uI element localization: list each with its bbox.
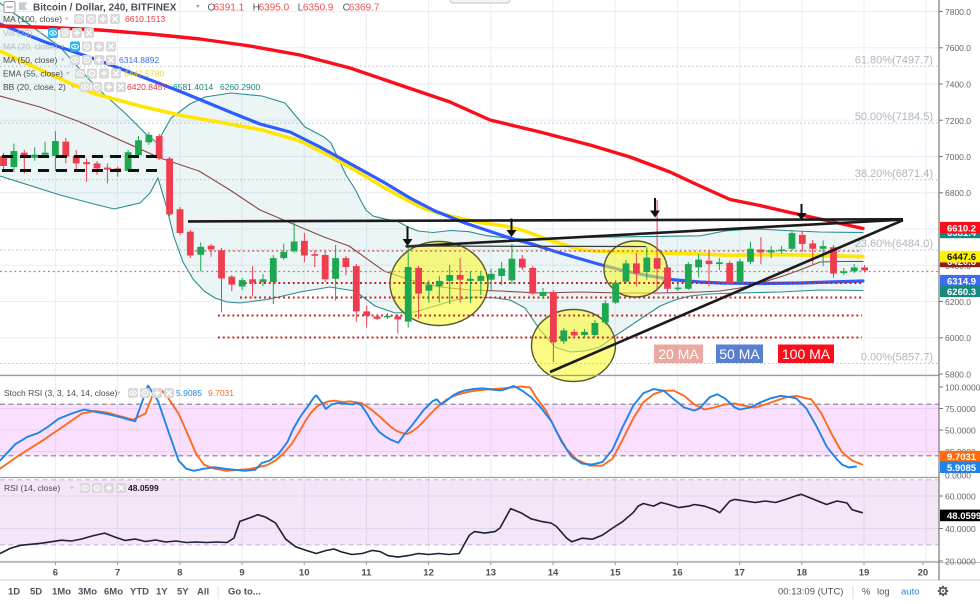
svg-text:12: 12 xyxy=(423,568,434,579)
svg-text:48.0599: 48.0599 xyxy=(128,483,159,493)
svg-text:1D: 1D xyxy=(8,587,20,598)
svg-text:7000.0: 7000.0 xyxy=(945,152,971,162)
svg-text:7800.0: 7800.0 xyxy=(945,7,971,17)
svg-text:C: C xyxy=(343,3,350,14)
svg-text:20 MA: 20 MA xyxy=(658,346,699,362)
svg-text:20.0000: 20.0000 xyxy=(945,557,976,567)
svg-text:50.00%(7184.5): 50.00%(7184.5) xyxy=(855,111,933,123)
svg-text:0.0000: 0.0000 xyxy=(945,471,971,481)
svg-text:9.7031: 9.7031 xyxy=(947,452,977,463)
svg-text:23.60%(6484.0): 23.60%(6484.0) xyxy=(855,238,933,250)
svg-text:3Mo: 3Mo xyxy=(78,587,97,598)
svg-text:6610.2: 6610.2 xyxy=(947,223,976,234)
svg-text:5.9085: 5.9085 xyxy=(176,388,202,398)
svg-text:48.0599: 48.0599 xyxy=(947,511,980,522)
svg-text:00:13:09 (UTC): 00:13:09 (UTC) xyxy=(778,587,843,598)
svg-text:16: 16 xyxy=(672,568,683,579)
svg-text:6200.0: 6200.0 xyxy=(945,297,971,307)
svg-text:0.00%(5857.7): 0.00%(5857.7) xyxy=(861,352,933,364)
svg-text:O: O xyxy=(208,3,216,14)
svg-text:6420.8457: 6420.8457 xyxy=(127,82,167,92)
svg-text:1Y: 1Y xyxy=(156,587,168,598)
svg-text:Bitcoin / Dollar, 240, BITFINE: Bitcoin / Dollar, 240, BITFINEX xyxy=(33,3,177,14)
svg-text:6800.0: 6800.0 xyxy=(945,188,971,198)
svg-text:6369.7: 6369.7 xyxy=(349,3,380,14)
svg-text:100.0000: 100.0000 xyxy=(945,383,980,393)
svg-text:7: 7 xyxy=(115,568,120,579)
svg-text:RSI (14, close): RSI (14, close) xyxy=(4,483,60,493)
svg-text:6314.8892: 6314.8892 xyxy=(119,55,159,65)
svg-text:20: 20 xyxy=(918,568,929,579)
svg-text:6260.3: 6260.3 xyxy=(947,287,976,298)
svg-text:All: All xyxy=(197,587,209,598)
svg-text:9.7031: 9.7031 xyxy=(208,388,234,398)
svg-text:19: 19 xyxy=(859,568,870,579)
svg-text:Stoch RSI (3, 3, 14, 14, close: Stoch RSI (3, 3, 14, 14, close) xyxy=(4,388,118,398)
svg-text:50.0000: 50.0000 xyxy=(945,426,976,436)
svg-text:17: 17 xyxy=(734,568,745,579)
svg-text:H: H xyxy=(253,3,260,14)
svg-text:18: 18 xyxy=(797,568,808,579)
svg-text:6314.9: 6314.9 xyxy=(947,276,976,287)
svg-text:6260.2900: 6260.2900 xyxy=(220,82,260,92)
svg-text:7600.0: 7600.0 xyxy=(945,43,971,53)
svg-text:6420.8: 6420.8 xyxy=(947,257,976,268)
svg-text:Vol (20): Vol (20) xyxy=(3,28,32,38)
svg-text:6391.1: 6391.1 xyxy=(214,3,245,14)
svg-text:MA (20, close): MA (20, close) xyxy=(3,42,57,52)
svg-text:Go to...: Go to... xyxy=(228,587,261,598)
svg-text:EMA (55, close): EMA (55, close) xyxy=(3,69,63,79)
svg-text:14: 14 xyxy=(548,568,559,579)
svg-text:13: 13 xyxy=(486,568,497,579)
svg-text:8: 8 xyxy=(177,568,182,579)
svg-text:5D: 5D xyxy=(30,587,42,598)
svg-text:5800.0: 5800.0 xyxy=(945,370,971,380)
svg-text:38.20%(6871.4): 38.20%(6871.4) xyxy=(855,168,933,180)
svg-text:1Mo: 1Mo xyxy=(52,587,71,598)
svg-text:100 MA: 100 MA xyxy=(782,346,831,362)
svg-text:6447.6: 6447.6 xyxy=(947,252,976,263)
svg-text:MA (50, close): MA (50, close) xyxy=(3,55,57,65)
svg-text:6Mo: 6Mo xyxy=(104,587,123,598)
svg-text:50 MA: 50 MA xyxy=(719,346,760,362)
svg-text:log: log xyxy=(877,587,890,598)
svg-text:7400.0: 7400.0 xyxy=(945,80,971,90)
svg-text:L: L xyxy=(298,3,304,14)
svg-text:60.0000: 60.0000 xyxy=(945,492,976,502)
svg-text:7200.0: 7200.0 xyxy=(945,116,971,126)
svg-text:YTD: YTD xyxy=(130,587,149,598)
svg-text:6: 6 xyxy=(53,568,58,579)
svg-text:9: 9 xyxy=(239,568,244,579)
svg-text:11: 11 xyxy=(361,568,372,579)
svg-text:%: % xyxy=(862,587,871,598)
svg-text:6350.9: 6350.9 xyxy=(303,3,334,14)
svg-text:5.9085: 5.9085 xyxy=(947,463,977,474)
svg-text:6610.1513: 6610.1513 xyxy=(125,14,165,24)
svg-text:MA (100, close): MA (100, close) xyxy=(3,14,62,24)
svg-text:15: 15 xyxy=(610,568,621,579)
svg-text:6000.0: 6000.0 xyxy=(945,333,971,343)
svg-text:75.0000: 75.0000 xyxy=(945,404,976,414)
svg-text:auto: auto xyxy=(901,587,920,598)
svg-text:61.80%(7497.7): 61.80%(7497.7) xyxy=(855,54,933,66)
svg-text:5Y: 5Y xyxy=(177,587,189,598)
svg-text:BB (20, close, 2): BB (20, close, 2) xyxy=(3,82,66,92)
svg-text:6395.0: 6395.0 xyxy=(259,3,290,14)
svg-text:6447.5780: 6447.5780 xyxy=(124,69,164,79)
svg-text:40.0000: 40.0000 xyxy=(945,524,976,534)
svg-text:6581.4014: 6581.4014 xyxy=(173,82,213,92)
svg-text:10: 10 xyxy=(299,568,310,579)
